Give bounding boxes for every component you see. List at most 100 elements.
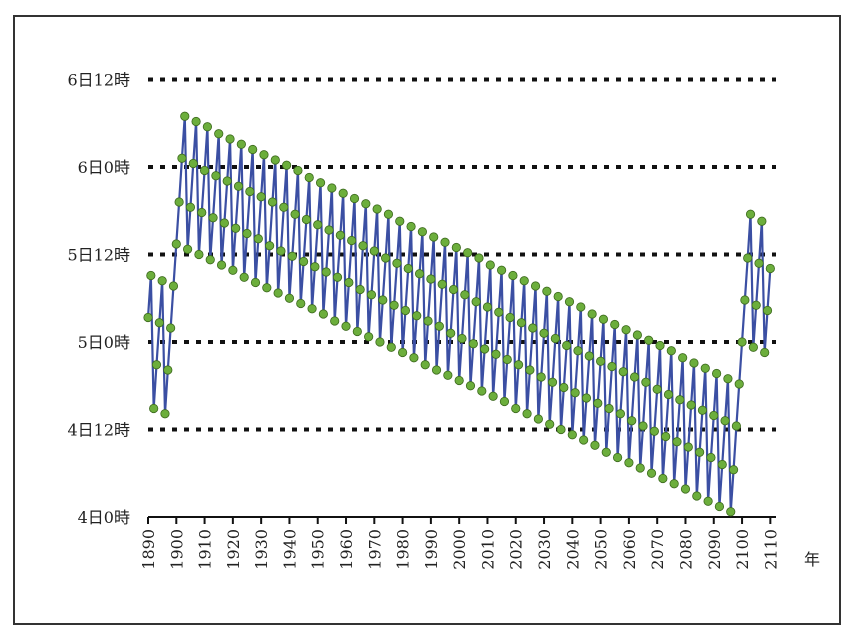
data-point <box>222 176 232 186</box>
data-point <box>282 160 292 170</box>
data-point <box>191 116 201 127</box>
x-tick-label: 2030 <box>535 529 554 570</box>
data-point <box>355 284 365 295</box>
data-point <box>310 262 320 272</box>
data-point <box>480 344 490 354</box>
data-point <box>689 358 699 368</box>
data-point <box>163 365 173 375</box>
data-point <box>146 270 156 281</box>
data-point <box>406 221 416 232</box>
data-point <box>754 258 764 268</box>
data-point <box>236 139 246 149</box>
data-point <box>703 496 713 506</box>
data-point <box>576 302 586 312</box>
data-point <box>728 465 739 475</box>
data-point <box>528 323 538 333</box>
data-point <box>463 248 473 258</box>
data-point <box>542 286 552 296</box>
data-point <box>745 209 756 219</box>
data-point <box>579 435 589 445</box>
data-point <box>683 442 693 452</box>
x-tick-label: 2100 <box>733 529 752 570</box>
data-point <box>369 246 379 256</box>
data-point <box>400 305 411 316</box>
data-point <box>720 416 730 426</box>
data-point <box>352 326 362 337</box>
data-point <box>301 214 312 225</box>
data-point <box>185 202 196 212</box>
data-point <box>239 272 249 282</box>
data-point <box>383 209 394 219</box>
data-point <box>256 192 266 202</box>
x-tick-label: 1980 <box>394 529 413 570</box>
data-point <box>457 333 467 344</box>
data-point <box>513 360 524 370</box>
data-point <box>663 389 674 400</box>
data-point <box>372 204 382 214</box>
data-point <box>697 405 708 415</box>
data-point <box>743 253 753 263</box>
data-point <box>279 202 289 212</box>
data-point <box>174 197 184 207</box>
x-tick-label: 1960 <box>337 529 356 570</box>
data-point <box>454 375 464 386</box>
y-tick-label: 6日12時 <box>67 71 130 90</box>
data-point <box>171 239 181 249</box>
data-point <box>431 365 442 375</box>
data-point <box>686 400 696 410</box>
x-tick-label: 1930 <box>252 529 271 570</box>
data-point <box>593 398 603 408</box>
data-point <box>327 183 337 193</box>
data-point <box>313 220 323 230</box>
data-point <box>395 216 405 226</box>
data-point <box>612 452 623 463</box>
data-point <box>556 424 566 435</box>
x-tick-label: 1950 <box>309 529 328 570</box>
data-point <box>460 290 470 300</box>
data-point <box>547 377 558 387</box>
data-point <box>680 484 691 494</box>
x-tick-label: 2110 <box>761 529 780 570</box>
data-point <box>347 235 357 246</box>
data-point <box>324 225 334 235</box>
data-point <box>290 209 300 219</box>
data-point <box>166 323 176 333</box>
y-tick-label: 4日12時 <box>67 421 130 440</box>
data-point <box>423 316 433 326</box>
data-point <box>242 228 252 239</box>
data-point <box>672 437 682 447</box>
data-point <box>270 155 280 165</box>
data-point <box>253 234 263 244</box>
data-point <box>661 431 671 442</box>
data-point <box>692 491 702 501</box>
data-point <box>157 276 167 286</box>
data-point <box>711 368 722 379</box>
data-point <box>539 328 549 338</box>
data-point <box>293 165 303 176</box>
data-point <box>502 354 512 365</box>
data-point <box>386 342 396 352</box>
x-axis-label: 年 <box>804 550 820 569</box>
data-point <box>508 270 518 281</box>
data-point <box>567 430 577 440</box>
data-point <box>429 232 439 242</box>
data-point <box>211 171 221 181</box>
data-point <box>525 365 535 375</box>
data-point <box>414 269 425 279</box>
data-point <box>550 333 560 344</box>
data-point <box>267 197 278 207</box>
data-point <box>199 165 210 176</box>
data-point <box>296 298 306 309</box>
data-point <box>434 321 444 331</box>
data-point <box>225 134 235 144</box>
x-tick-label: 1970 <box>365 529 384 570</box>
data-point <box>440 237 450 247</box>
y-tick-label: 6日0時 <box>78 158 130 177</box>
data-point <box>412 311 422 321</box>
data-point <box>420 360 430 370</box>
data-point <box>757 216 767 226</box>
data-point <box>562 340 572 351</box>
data-point <box>499 396 510 407</box>
data-point <box>143 312 153 323</box>
